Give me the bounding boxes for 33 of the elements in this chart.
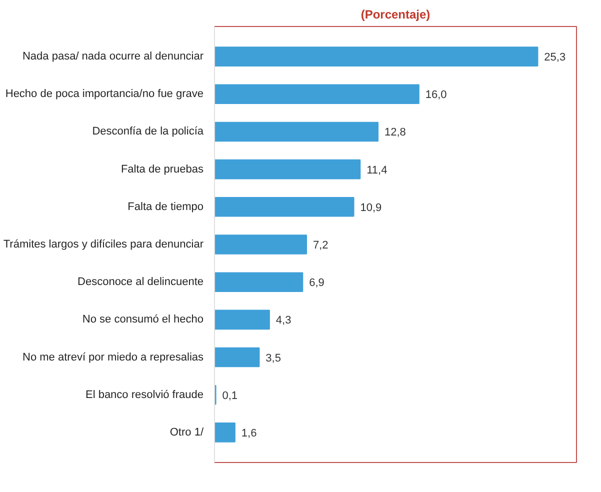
data-label: 16,0 xyxy=(425,89,447,102)
data-label: 25,3 xyxy=(544,52,566,64)
data-label: 3,5 xyxy=(266,352,281,364)
bar xyxy=(214,197,354,217)
data-label: 4,3 xyxy=(276,314,292,327)
y-tick-label: Otro 1/ xyxy=(170,426,204,438)
data-label: 7,2 xyxy=(312,240,328,252)
bar xyxy=(214,347,260,368)
bar xyxy=(214,272,304,292)
data-label: 10,9 xyxy=(360,202,382,214)
y-tick-label: Desconfía de la policía xyxy=(92,126,204,138)
bar xyxy=(214,46,538,66)
y-tick-label: Hecho de poca importancia/no fue grave xyxy=(5,88,204,100)
y-tick-label: Desconoce al delincuente xyxy=(78,276,204,288)
chart-title: (Porcentaje) xyxy=(360,8,430,22)
bar xyxy=(214,422,236,442)
data-label: 0,1 xyxy=(222,390,238,402)
y-tick-label: Falta de pruebas xyxy=(120,163,204,176)
bar xyxy=(214,310,270,330)
y-tick-label: Trámites largos y difíciles para denunciar xyxy=(3,238,204,250)
bar xyxy=(214,234,307,254)
bar xyxy=(214,159,361,180)
data-label: 11,4 xyxy=(366,164,388,176)
y-tick-label: No me atreví por miedo a represalias xyxy=(22,351,204,364)
data-label: 6,9 xyxy=(309,277,324,290)
y-tick-label: Falta de tiempo xyxy=(128,200,204,213)
bar xyxy=(214,84,420,104)
data-label: 12,8 xyxy=(384,126,406,139)
data-label: 1,6 xyxy=(241,427,257,440)
y-tick-label: El banco resolvió fraude xyxy=(85,388,204,401)
bar xyxy=(214,122,379,142)
y-tick-label: Nada pasa/ nada ocurre al denunciar xyxy=(22,50,204,63)
y-tick-label: No se consumó el hecho xyxy=(82,314,204,326)
